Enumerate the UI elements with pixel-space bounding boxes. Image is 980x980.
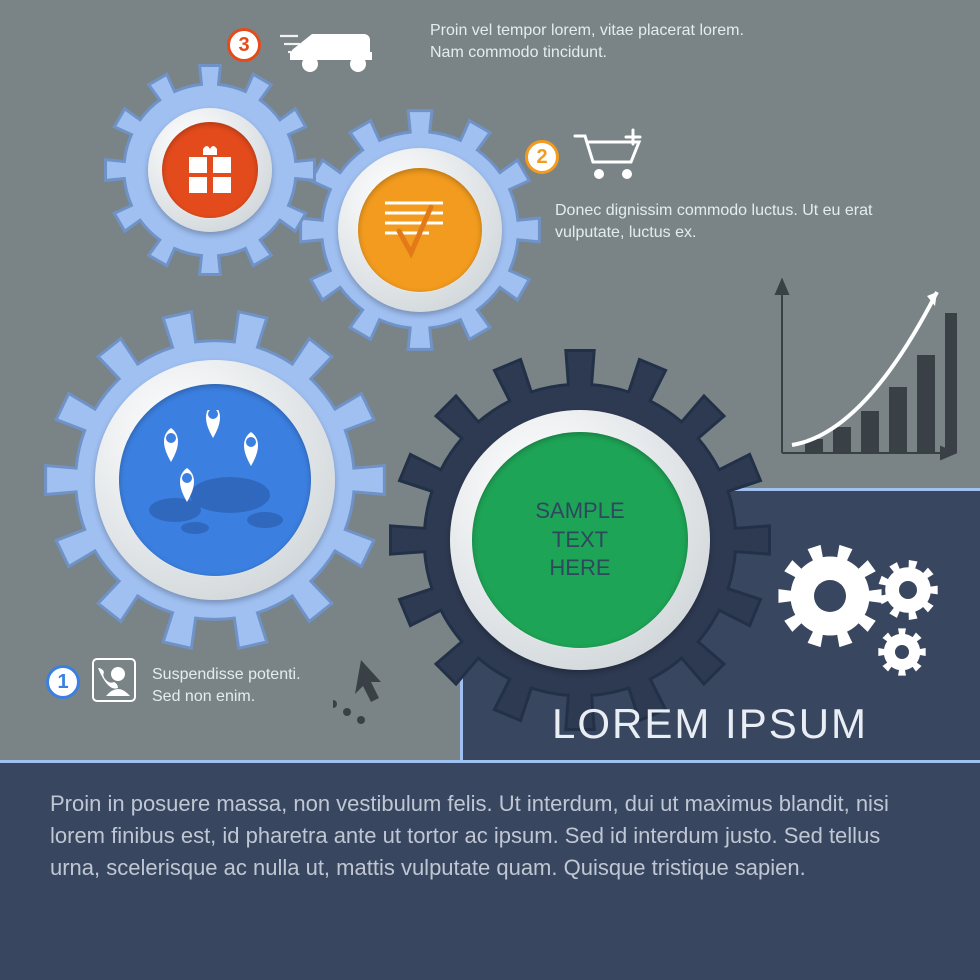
gear-inner-map_blue — [119, 384, 311, 576]
step-text-3: Proin vel tempor lorem, vitae placerat l… — [430, 20, 750, 63]
step-icon-van — [280, 22, 390, 79]
step-icon-phone-user — [92, 658, 136, 707]
step-text-2: Donec dignissim commodo luctus. Ut eu er… — [555, 200, 875, 243]
footer-body: Proin in posuere massa, non vestibulum f… — [50, 788, 930, 884]
gift-icon — [183, 145, 237, 195]
gear-inner-gift_red — [162, 122, 258, 218]
footer-gears-icon — [770, 536, 960, 701]
gear-inner-main_dark: SAMPLETEXTHERE — [472, 432, 688, 648]
step-badge-1: 1 — [46, 665, 80, 699]
map-pins-icon — [135, 410, 295, 550]
gear-inner-check_orange — [358, 168, 482, 292]
step-badge-3: 3 — [227, 28, 261, 62]
list-check-icon — [381, 197, 459, 263]
cursor-decoration — [333, 660, 393, 745]
step-icon-cart — [573, 128, 651, 191]
footer-title: LOREM IPSUM — [552, 700, 868, 748]
gear-label-main_dark: SAMPLETEXTHERE — [535, 497, 624, 583]
step-badge-2: 2 — [525, 140, 559, 174]
growth-chart — [752, 278, 957, 478]
